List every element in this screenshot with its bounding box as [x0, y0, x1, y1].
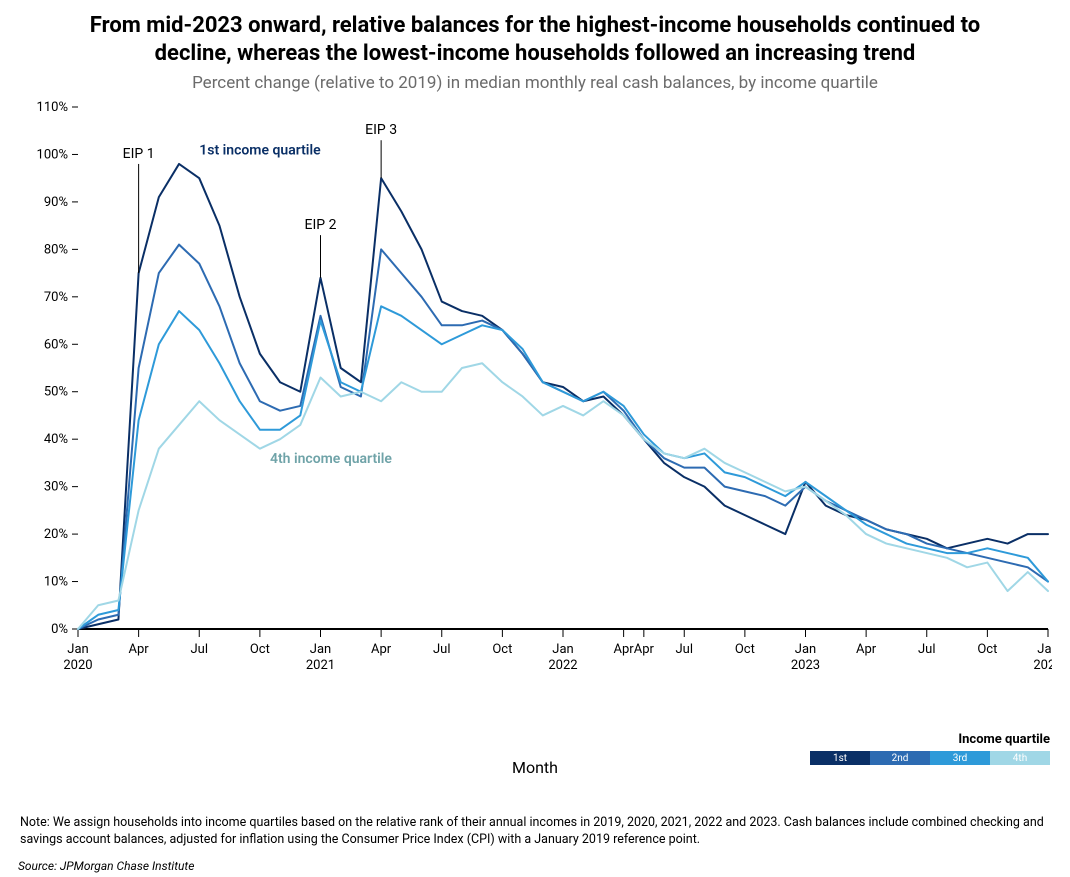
svg-text:Apr: Apr	[371, 642, 392, 657]
chart-source: Source: JPMorgan Chase Institute	[18, 859, 1052, 873]
figure-container: From mid-2023 onward, relative balances …	[0, 0, 1070, 877]
svg-text:60%: 60%	[44, 337, 68, 352]
legend-item-1st: 1st	[810, 751, 870, 765]
legend-title: Income quartile	[810, 732, 1050, 747]
svg-text:40%: 40%	[44, 432, 68, 447]
svg-text:10%: 10%	[44, 575, 68, 590]
series-q3	[78, 306, 1048, 629]
legend-item-4th: 4th	[990, 751, 1050, 765]
svg-text:Apr: Apr	[634, 642, 655, 657]
svg-text:Jul: Jul	[918, 642, 936, 657]
svg-text:2024: 2024	[1033, 658, 1052, 673]
legend-item-3rd: 3rd	[930, 751, 990, 765]
svg-text:Oct: Oct	[735, 642, 755, 657]
svg-text:80%: 80%	[44, 242, 68, 257]
svg-text:30%: 30%	[44, 480, 68, 495]
svg-text:Apr: Apr	[129, 642, 150, 657]
svg-text:0%: 0%	[51, 622, 68, 637]
annotation-eip-3: EIP 3	[365, 122, 397, 138]
series-q4	[78, 363, 1048, 629]
chart-note: Note: We assign households into income q…	[20, 815, 1050, 849]
svg-text:Apr: Apr	[856, 642, 877, 657]
svg-text:20%: 20%	[44, 527, 68, 542]
svg-text:2021: 2021	[306, 658, 335, 673]
svg-text:2020: 2020	[63, 658, 92, 673]
annotation-eip-2: EIP 2	[305, 217, 337, 233]
legend-item-2nd: 2nd	[870, 751, 930, 765]
svg-text:Oct: Oct	[492, 642, 512, 657]
chart-subtitle: Percent change (relative to 2019) in med…	[18, 73, 1052, 93]
svg-text:2022: 2022	[548, 658, 577, 673]
svg-text:100%: 100%	[37, 147, 68, 162]
svg-text:Jan: Jan	[795, 642, 816, 657]
svg-text:Jan: Jan	[1037, 642, 1052, 657]
chart-area: 0% 10% 20% 30% 40% 50% 60% 70% 80% 90% 100% 110% Jan…	[18, 99, 1052, 739]
svg-text:Jul: Jul	[190, 642, 208, 657]
legend-bar: 1st2nd3rd4th	[810, 751, 1050, 765]
series-q1	[78, 164, 1048, 629]
svg-text:Apr: Apr	[614, 642, 635, 657]
svg-text:90%: 90%	[44, 195, 68, 210]
svg-text:110%: 110%	[37, 100, 68, 115]
svg-text:Jul: Jul	[433, 642, 451, 657]
svg-text:Jan: Jan	[310, 642, 331, 657]
legend: Income quartile 1st2nd3rd4th	[810, 732, 1050, 765]
svg-text:2023: 2023	[791, 658, 820, 673]
chart-title: From mid-2023 onward, relative balances …	[58, 12, 1012, 67]
svg-text:70%: 70%	[44, 290, 68, 305]
svg-text:Oct: Oct	[977, 642, 997, 657]
annotation-eip-1: EIP 1	[123, 146, 155, 162]
svg-text:50%: 50%	[44, 385, 68, 400]
svg-text:Jan: Jan	[67, 642, 88, 657]
svg-text:Oct: Oct	[250, 642, 270, 657]
svg-text:Jan: Jan	[552, 642, 573, 657]
series-q2	[78, 245, 1048, 629]
line-chart: 0% 10% 20% 30% 40% 50% 60% 70% 80% 90% 100% 110% Jan…	[18, 99, 1052, 699]
series-label: 4th income quartile	[270, 451, 392, 467]
svg-text:Jul: Jul	[675, 642, 693, 657]
series-label: 1st income quartile	[199, 142, 321, 158]
